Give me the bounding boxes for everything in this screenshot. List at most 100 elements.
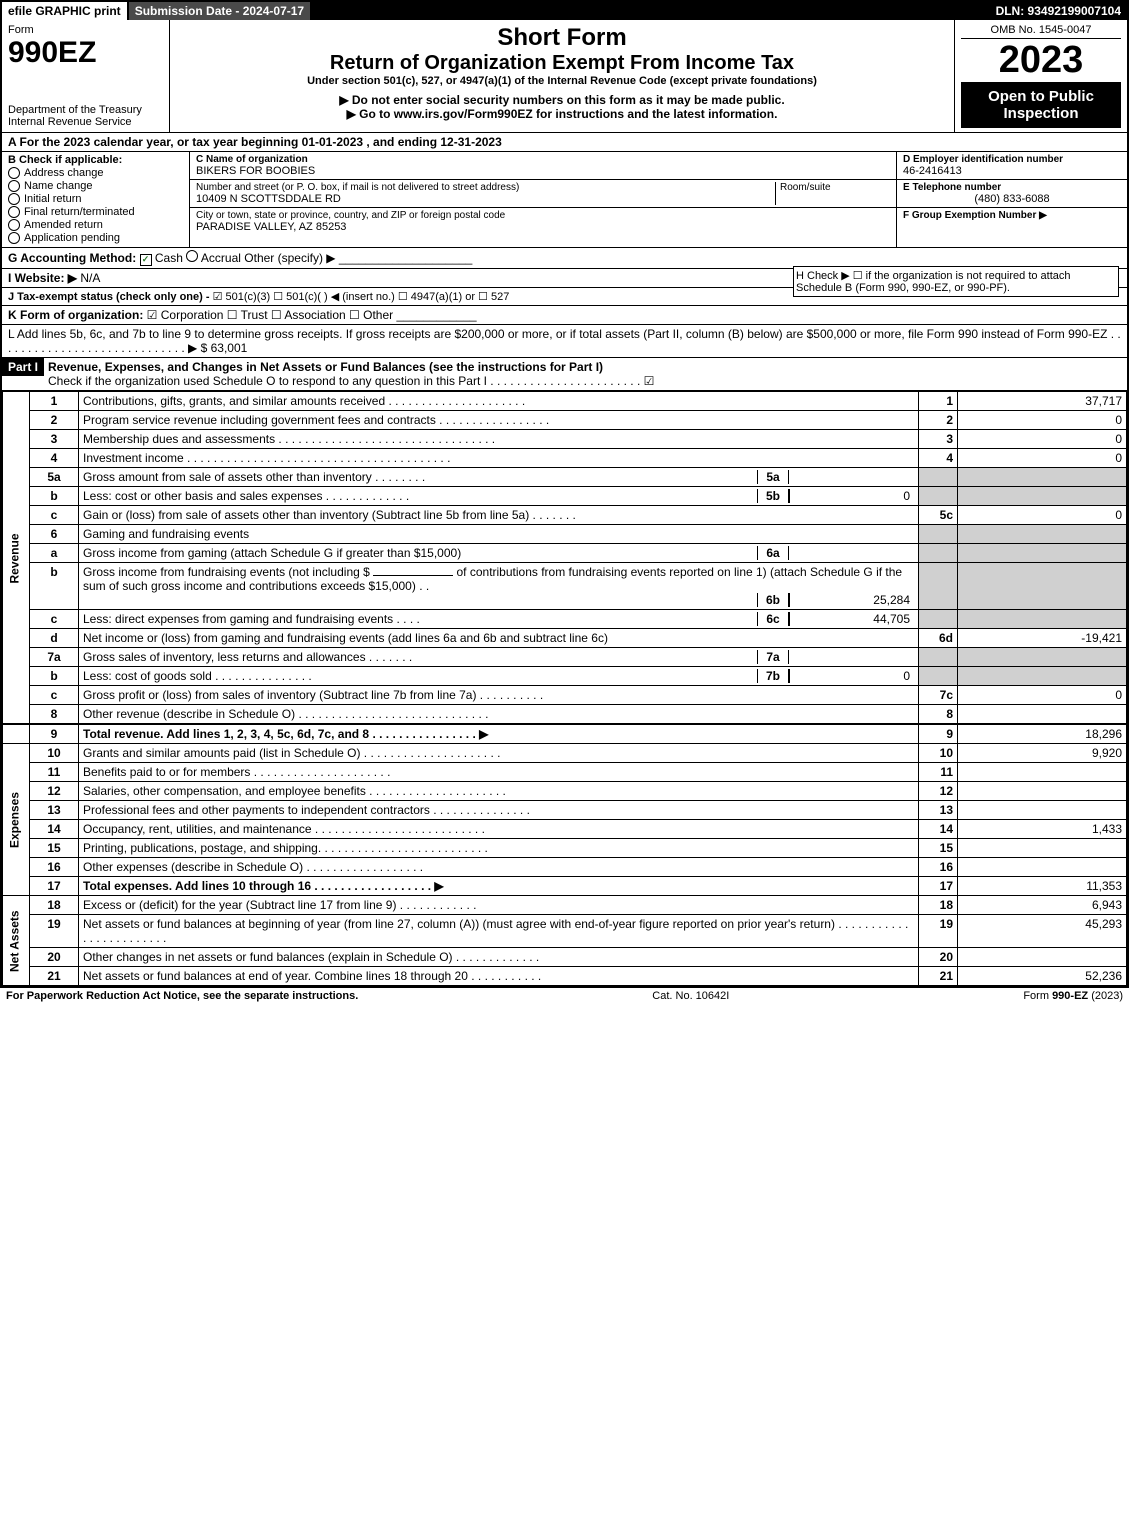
l6d-no: d	[30, 629, 79, 648]
city-value: PARADISE VALLEY, AZ 85253	[196, 221, 890, 233]
line-a: A For the 2023 calendar year, or tax yea…	[2, 133, 1127, 152]
i-label: I Website: ▶	[8, 271, 77, 285]
l16-no: 16	[30, 858, 79, 877]
submission-date: Submission Date - 2024-07-17	[129, 2, 312, 20]
l18-desc: Excess or (deficit) for the year (Subtra…	[79, 896, 919, 915]
l21-desc: Net assets or fund balances at end of ye…	[79, 967, 919, 986]
l6c-sub: 6c	[757, 612, 789, 626]
l15-box: 15	[919, 839, 958, 858]
column-c: C Name of organization BIKERS FOR BOOBIE…	[190, 152, 897, 247]
l2-desc: Program service revenue including govern…	[79, 411, 919, 430]
l5b-box-shaded	[919, 487, 958, 506]
chk-app-pending[interactable]	[8, 232, 20, 244]
form-word: Form	[8, 24, 163, 36]
l5a-box-shaded	[919, 468, 958, 487]
l7a-amt-shaded	[958, 648, 1127, 667]
l9-amt: 18,296	[958, 724, 1127, 744]
l6c-samt: 44,705	[789, 612, 914, 626]
l7b-samt: 0	[789, 669, 914, 683]
l7a-box-shaded	[919, 648, 958, 667]
lbl-final-return: Final return/terminated	[24, 206, 135, 218]
l16-box: 16	[919, 858, 958, 877]
l3-desc: Membership dues and assessments . . . . …	[79, 430, 919, 449]
street-label: Number and street (or P. O. box, if mail…	[196, 182, 775, 193]
l14-no: 14	[30, 820, 79, 839]
l17-desc: Total expenses. Add lines 10 through 16 …	[79, 877, 919, 896]
part1-check-text: Check if the organization used Schedule …	[48, 374, 654, 388]
l5c-box: 5c	[919, 506, 958, 525]
dept-label: Department of the Treasury	[8, 104, 163, 116]
l6b-sub: 6b	[757, 593, 789, 607]
footer-center: Cat. No. 10642I	[652, 990, 729, 1002]
ein-cell: D Employer identification number 46-2416…	[897, 152, 1127, 180]
l6c-desc: Less: direct expenses from gaming and fu…	[83, 612, 757, 626]
l11-box: 11	[919, 763, 958, 782]
l12-amt	[958, 782, 1127, 801]
form-container: efile GRAPHIC print Submission Date - 20…	[0, 0, 1129, 988]
l6-no: 6	[30, 525, 79, 544]
l7b-sub: 7b	[757, 669, 789, 683]
lbl-address-change: Address change	[24, 167, 104, 179]
l18-box: 18	[919, 896, 958, 915]
l5c-amt: 0	[958, 506, 1127, 525]
l20-box: 20	[919, 948, 958, 967]
chk-amended[interactable]	[8, 219, 20, 231]
chk-cash[interactable]	[140, 254, 152, 266]
l18-amt: 6,943	[958, 896, 1127, 915]
l6b-samt: 25,284	[789, 593, 914, 607]
l4-no: 4	[30, 449, 79, 468]
l13-desc: Professional fees and other payments to …	[79, 801, 919, 820]
l4-desc: Investment income . . . . . . . . . . . …	[79, 449, 919, 468]
l6b-no: b	[30, 563, 79, 610]
chk-accrual[interactable]	[186, 250, 198, 262]
l5b-samt: 0	[789, 489, 914, 503]
lbl-name-change: Name change	[24, 180, 93, 192]
l9-no: 9	[30, 724, 79, 744]
l13-no: 13	[30, 801, 79, 820]
website-value: N/A	[80, 271, 100, 285]
l7b-box-shaded	[919, 667, 958, 686]
l5b-no: b	[30, 487, 79, 506]
l11-no: 11	[30, 763, 79, 782]
h-text: H Check ▶ ☐ if the organization is not r…	[796, 270, 1071, 294]
l20-amt	[958, 948, 1127, 967]
page-footer: For Paperwork Reduction Act Notice, see …	[0, 988, 1129, 1004]
l7b-amt-shaded	[958, 667, 1127, 686]
tax-year: 2023	[961, 39, 1121, 82]
l21-box: 21	[919, 967, 958, 986]
header-center: Short Form Return of Organization Exempt…	[170, 20, 955, 132]
l6b-amt-shaded	[958, 563, 1127, 610]
chk-final-return[interactable]	[8, 206, 20, 218]
room-label: Room/suite	[780, 182, 890, 193]
l15-amt	[958, 839, 1127, 858]
under-section: Under section 501(c), 527, or 4947(a)(1)…	[178, 75, 946, 87]
l5a-no: 5a	[30, 468, 79, 487]
g-row: G Accounting Method: Cash Accrual Other …	[2, 248, 1127, 269]
chk-address-change[interactable]	[8, 167, 20, 179]
c-name-label: C Name of organization	[196, 154, 890, 165]
l7c-desc: Gross profit or (loss) from sales of inv…	[79, 686, 919, 705]
chk-name-change[interactable]	[8, 180, 20, 192]
l7a-no: 7a	[30, 648, 79, 667]
l6b-box-shaded	[919, 563, 958, 610]
org-name: BIKERS FOR BOOBIES	[196, 165, 890, 177]
revenue-side-label: Revenue	[3, 392, 30, 725]
efile-print-button[interactable]: efile GRAPHIC print	[2, 2, 129, 20]
l5b-amt-shaded	[958, 487, 1127, 506]
l1-no: 1	[30, 392, 79, 411]
j-options: ☑ 501(c)(3) ☐ 501(c)( ) ◀ (insert no.) ☐…	[213, 291, 510, 303]
l8-amt	[958, 705, 1127, 725]
open-to-public: Open to Public Inspection	[961, 82, 1121, 128]
l7b-desc-cell: Less: cost of goods sold . . . . . . . .…	[79, 667, 919, 686]
opt-accrual: Accrual	[201, 251, 241, 265]
l6b-desc1: Gross income from fundraising events (no…	[83, 565, 370, 579]
l6-amt-shaded	[958, 525, 1127, 544]
l-amount: 63,001	[211, 341, 248, 355]
chk-initial-return[interactable]	[8, 193, 20, 205]
lbl-app-pending: Application pending	[24, 232, 120, 244]
ssn-warning: ▶ Do not enter social security numbers o…	[178, 93, 946, 107]
goto-link[interactable]: ▶ Go to www.irs.gov/Form990EZ for instru…	[178, 107, 946, 121]
l5a-amt-shaded	[958, 468, 1127, 487]
l18-no: 18	[30, 896, 79, 915]
l15-desc: Printing, publications, postage, and shi…	[79, 839, 919, 858]
